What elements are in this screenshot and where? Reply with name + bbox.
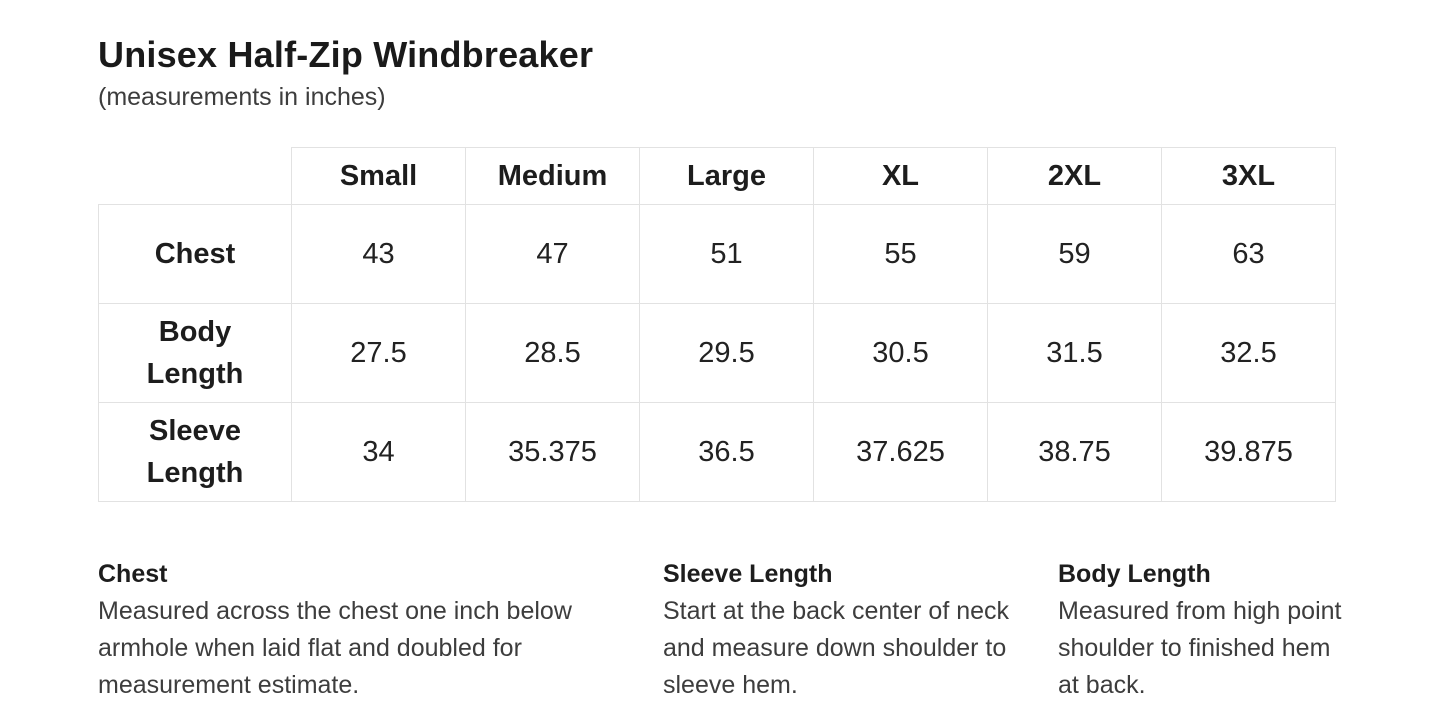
column-header-large: Large [639,147,814,206]
table-row-body-length: Body Length 27.5 28.5 29.5 30.5 31.5 32.… [98,303,1336,404]
cell-body-length-2xl: 31.5 [987,303,1162,404]
cell-sleeve-length-xl: 37.625 [813,402,988,503]
cell-chest-2xl: 59 [987,204,1162,305]
cell-body-length-medium: 28.5 [465,303,640,404]
row-label-text: Sleeve Length [146,415,244,490]
row-label-text: Chest [154,238,236,271]
header-row: Small Medium Large XL 2XL 3XL [99,147,1336,206]
cell-chest-medium: 47 [465,204,640,305]
definition-term: Body Length [1058,560,1211,589]
row-label-body-length: Body Length [98,303,292,404]
row-label-sleeve-length: Sleeve Length [98,402,292,503]
cell-body-length-xl: 30.5 [813,303,988,404]
column-header-small: Small [291,147,466,206]
corner-cell [99,148,292,205]
cell-chest-large: 51 [639,204,814,305]
column-header-xl: XL [813,147,988,206]
column-header-2xl: 2XL [987,147,1162,206]
definition-term: Sleeve Length [663,560,833,589]
cell-sleeve-length-2xl: 38.75 [987,402,1162,503]
cell-body-length-small: 27.5 [291,303,466,404]
table-row-sleeve-length: Sleeve Length 34 35.375 36.5 37.625 38.7… [98,402,1336,503]
size-chart-table: Small Medium Large XL 2XL 3XL Chest 43 4… [98,147,1336,503]
cell-sleeve-length-medium: 35.375 [465,402,640,503]
definition-sleeve-length: Sleeve Length Start at the back center o… [663,556,1058,704]
cell-sleeve-length-large: 36.5 [639,402,814,503]
definition-chest: Chest Measured across the chest one inch… [98,556,663,704]
measurement-definitions: Chest Measured across the chest one inch… [98,556,1418,704]
page-subtitle: (measurements in inches) [98,83,386,112]
cell-sleeve-length-small: 34 [291,402,466,503]
definition-description: Measured from high point shoulder to fin… [1058,597,1342,700]
page-title: Unisex Half-Zip Windbreaker [98,34,594,75]
cell-chest-3xl: 63 [1161,204,1336,305]
cell-chest-small: 43 [291,204,466,305]
cell-sleeve-length-3xl: 39.875 [1161,402,1336,503]
table-row-chest: Chest 43 47 51 55 59 63 [98,204,1336,305]
definition-description: Start at the back center of neck and mea… [663,597,1010,700]
column-header-medium: Medium [465,147,640,206]
cell-body-length-large: 29.5 [639,303,814,404]
definition-description: Measured across the chest one inch below… [98,597,572,700]
definition-term: Chest [98,560,168,589]
definition-body-length: Body Length Measured from high point sho… [1058,556,1418,704]
cell-chest-xl: 55 [813,204,988,305]
column-header-3xl: 3XL [1161,147,1336,206]
cell-body-length-3xl: 32.5 [1161,303,1336,404]
row-label-text: Body Length [146,316,244,391]
row-label-chest: Chest [98,204,292,305]
size-guide-page: Unisex Half-Zip Windbreaker (measurement… [98,34,1418,704]
